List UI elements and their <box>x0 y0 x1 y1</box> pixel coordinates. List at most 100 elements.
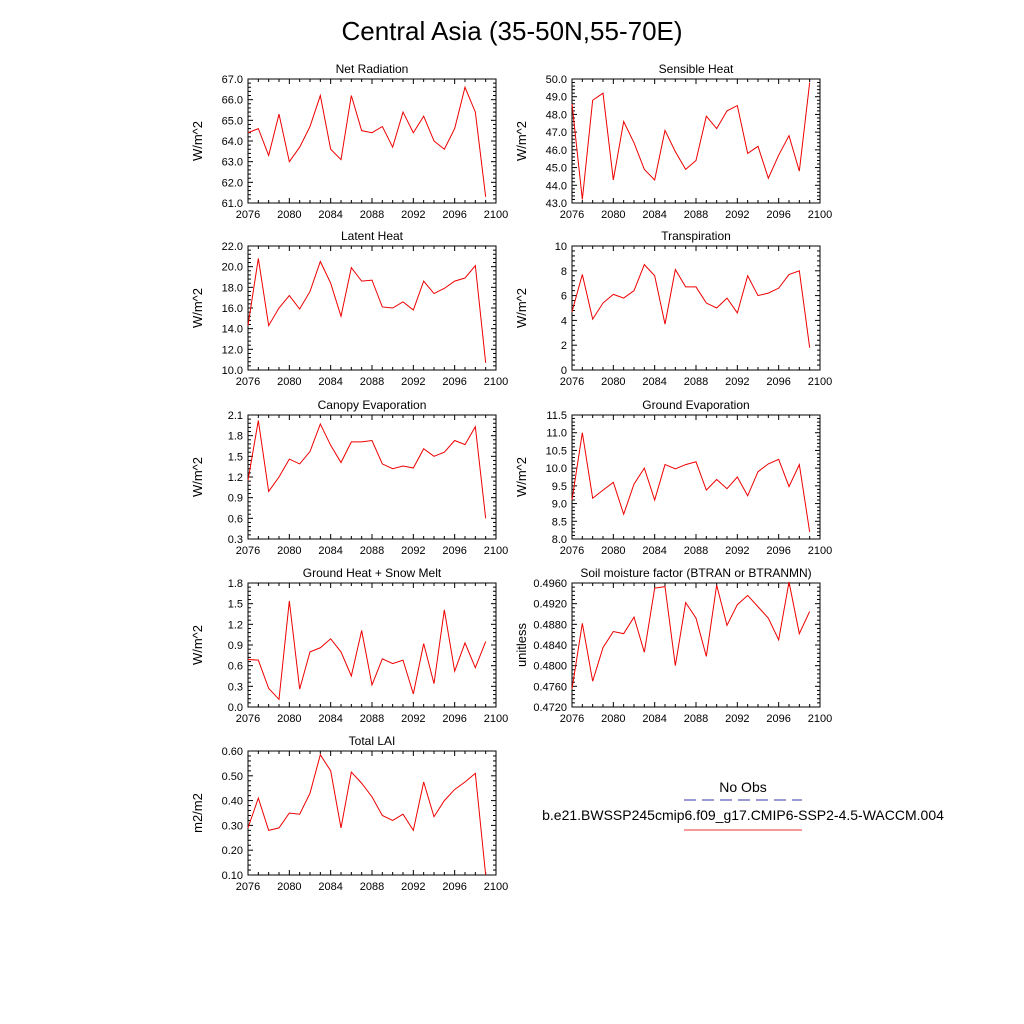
y-tick-label: 44.0 <box>546 180 567 192</box>
x-tick-label: 2080 <box>601 545 625 557</box>
x-tick-label: 2084 <box>642 545 666 557</box>
y-tick-label: 62.0 <box>222 177 243 189</box>
x-tick-label: 2076 <box>236 545 260 557</box>
series-line-ground-evaporation <box>571 432 811 532</box>
y-tick-label: 1.5 <box>228 451 243 463</box>
y-tick-label: 0.30 <box>222 820 243 832</box>
panel-net-radiation: Net Radiation W/m^2 2076 2080 2084 2088 2092 20… <box>190 62 508 221</box>
x-tick-label: 2084 <box>642 713 666 725</box>
x-tick-label: 2092 <box>401 376 425 388</box>
y-tick-label: 0.9 <box>228 640 243 652</box>
x-tick-label: 2080 <box>277 545 301 557</box>
x-tick-label: 2076 <box>236 713 260 725</box>
x-tick-label: 2100 <box>484 881 508 893</box>
panel-title-ground-heat-snow-melt: Ground Heat + Snow Melt <box>303 566 442 580</box>
panel-canopy-evaporation: Canopy Evaporation W/m^2 2076 2080 2084 2088 2… <box>190 398 508 557</box>
plot-frame-latent-heat <box>247 245 497 371</box>
x-tick-label: 2080 <box>277 376 301 388</box>
y-tick-label: 12.0 <box>222 344 243 356</box>
y-axis-label-sensible-heat: W/m^2 <box>514 121 529 161</box>
y-tick-label: 16.0 <box>222 303 243 315</box>
y-tick-label: 6 <box>561 291 567 303</box>
series-line-net-radiation <box>247 85 487 197</box>
y-tick-label: 0.4720 <box>533 702 567 714</box>
plot-frame-transpiration <box>571 245 821 371</box>
x-tick-label: 2080 <box>277 209 301 221</box>
y-tick-label: 0.6 <box>228 661 243 673</box>
panel-sensible-heat: Sensible Heat W/m^2 2076 2080 2084 2088 2092 20… <box>514 62 832 221</box>
y-tick-label: 0.4920 <box>533 599 567 611</box>
y-tick-label: 64.0 <box>222 136 243 148</box>
y-tick-label: 8.0 <box>552 534 567 546</box>
y-tick-label: 9.0 <box>552 499 567 511</box>
x-tick-label: 2076 <box>236 209 260 221</box>
panel-title-net-radiation: Net Radiation <box>336 62 409 76</box>
y-tick-label: 10.5 <box>546 445 567 457</box>
y-tick-label: 0.4800 <box>533 661 567 673</box>
y-tick-label: 8 <box>561 266 567 278</box>
x-tick-label: 2100 <box>808 376 832 388</box>
x-tick-label: 2076 <box>236 881 260 893</box>
y-tick-label: 1.8 <box>228 578 243 590</box>
y-axis-label-total-lai: m2/m2 <box>190 793 205 833</box>
y-tick-label: 1.5 <box>228 599 243 611</box>
x-tick-label: 2076 <box>560 209 584 221</box>
series-line-canopy-evaporation <box>247 420 487 519</box>
x-tick-label: 2084 <box>318 209 342 221</box>
x-tick-label: 2092 <box>725 713 749 725</box>
y-tick-label: 61.0 <box>222 198 243 210</box>
x-tick-label: 2096 <box>442 209 466 221</box>
y-tick-label: 10 <box>555 241 567 253</box>
y-tick-label: 0.20 <box>222 845 243 857</box>
x-tick-label: 2084 <box>642 376 666 388</box>
y-tick-label: 0.3 <box>228 534 243 546</box>
x-tick-label: 2092 <box>725 209 749 221</box>
series-line-total-lai <box>247 753 487 876</box>
x-tick-label: 2096 <box>766 713 790 725</box>
y-tick-label: 11.0 <box>546 428 567 440</box>
x-tick-label: 2088 <box>360 881 384 893</box>
y-tick-label: 9.5 <box>552 481 567 493</box>
y-tick-label: 0.40 <box>222 796 243 808</box>
panel-ground-heat-snow-melt: Ground Heat + Snow Melt W/m^2 2076 2080 2084… <box>190 566 508 725</box>
y-tick-label: 0 <box>561 365 567 377</box>
y-tick-label: 46.0 <box>546 145 567 157</box>
y-tick-label: 49.0 <box>546 92 567 104</box>
x-tick-label: 2096 <box>442 545 466 557</box>
y-tick-label: 0.6 <box>228 513 243 525</box>
x-tick-label: 2100 <box>484 713 508 725</box>
y-tick-label: 4 <box>561 315 567 327</box>
y-axis-label-canopy-evaporation: W/m^2 <box>190 457 205 497</box>
y-tick-label: 0.4960 <box>533 578 567 590</box>
panel-title-total-lai: Total LAI <box>349 734 396 748</box>
x-tick-label: 2100 <box>808 713 832 725</box>
y-tick-label: 0.4840 <box>533 640 567 652</box>
legend: No Obs b.e21.BWSSP245cmip6.f09_g17.CMIP6… <box>542 779 944 831</box>
x-tick-label: 2088 <box>684 209 708 221</box>
x-tick-label: 2080 <box>601 209 625 221</box>
panels: Net Radiation W/m^2 2076 2080 2084 2088 2092 20… <box>190 62 832 893</box>
y-tick-label: 20.0 <box>222 262 243 274</box>
x-tick-label: 2092 <box>725 545 749 557</box>
x-tick-label: 2084 <box>318 881 342 893</box>
y-tick-label: 47.0 <box>546 127 567 139</box>
y-tick-label: 63.0 <box>222 157 243 169</box>
y-tick-label: 45.0 <box>546 163 567 175</box>
y-tick-label: 10.0 <box>546 463 567 475</box>
y-tick-label: 0.9 <box>228 493 243 505</box>
y-tick-label: 66.0 <box>222 95 243 107</box>
y-tick-label: 43.0 <box>546 198 567 210</box>
x-tick-label: 2096 <box>766 376 790 388</box>
x-tick-label: 2092 <box>401 209 425 221</box>
x-tick-label: 2092 <box>401 545 425 557</box>
x-tick-label: 2076 <box>560 376 584 388</box>
y-tick-label: 1.8 <box>228 431 243 443</box>
y-tick-label: 1.2 <box>228 472 243 484</box>
panel-title-soil-moisture-factor-btran-or-btranmn: Soil moisture factor (BTRAN or BTRANMN) <box>580 566 811 580</box>
y-tick-label: 0.4760 <box>533 681 567 693</box>
panel-title-sensible-heat: Sensible Heat <box>659 62 734 76</box>
panel-total-lai: Total LAI m2/m2 2076 2080 2084 2088 2092 2096 21… <box>190 734 508 893</box>
x-tick-label: 2096 <box>442 713 466 725</box>
y-tick-label: 67.0 <box>222 74 243 86</box>
